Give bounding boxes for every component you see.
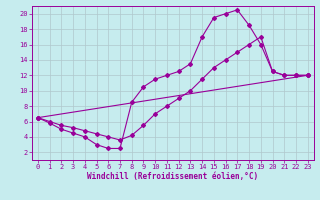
X-axis label: Windchill (Refroidissement éolien,°C): Windchill (Refroidissement éolien,°C) <box>87 172 258 181</box>
